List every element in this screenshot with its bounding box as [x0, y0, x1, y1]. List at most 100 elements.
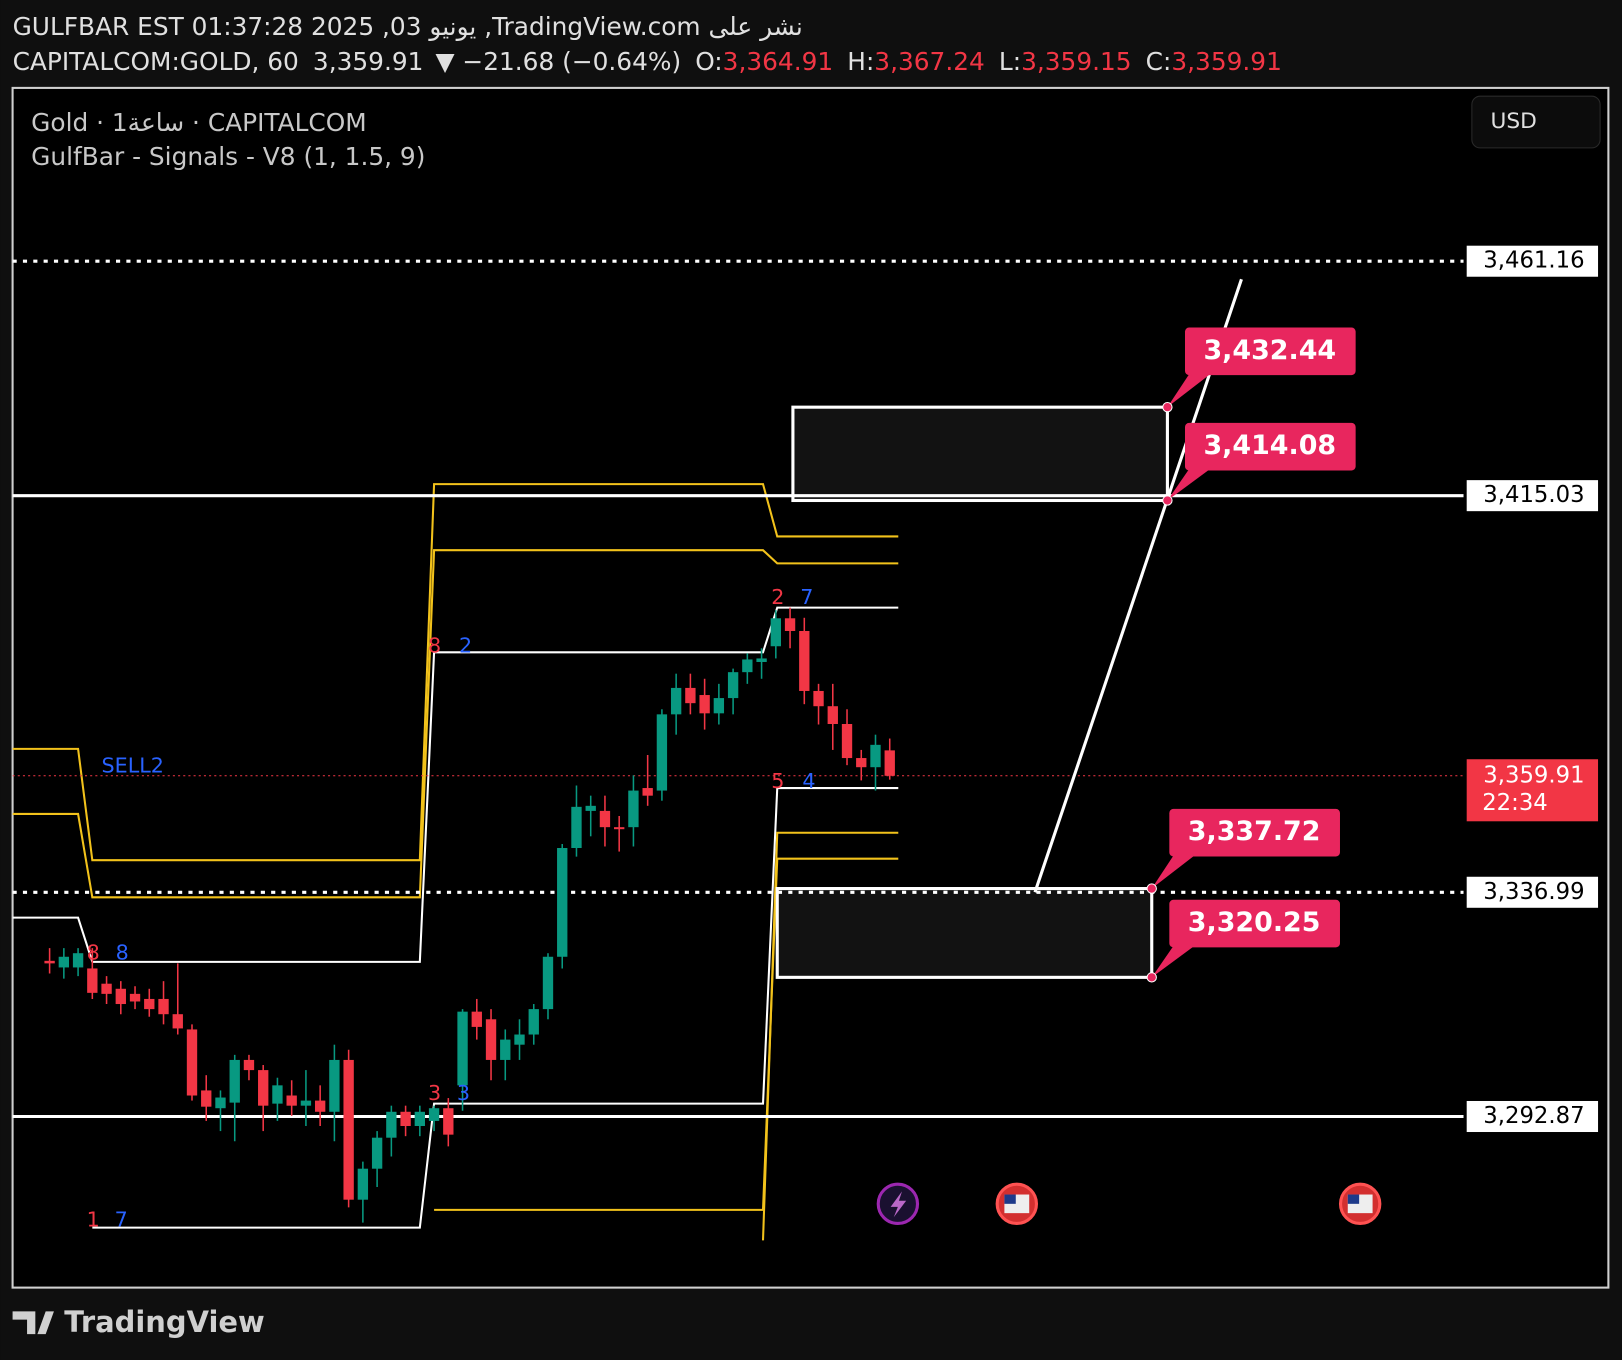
- signal-label: 7: [800, 585, 813, 609]
- signal-label: 8: [428, 633, 441, 657]
- chart-frame: [11, 86, 1610, 1289]
- logo-mark: [12, 1311, 54, 1335]
- candle-body: [471, 1011, 482, 1027]
- price-badge: [1466, 480, 1599, 512]
- candle-body: [428, 1108, 440, 1121]
- candle-body: [44, 960, 55, 964]
- candle-body: [856, 758, 867, 768]
- candle-body: [229, 1059, 240, 1103]
- candle-body: [514, 1034, 525, 1045]
- candle-body: [258, 1070, 269, 1106]
- indicator-line: [92, 787, 899, 1229]
- event-icons: [876, 1182, 1382, 1226]
- candle-body: [400, 1111, 411, 1127]
- candle-body: [87, 968, 98, 993]
- indicator-line: [12, 606, 899, 963]
- candle-body: [215, 1097, 226, 1109]
- open-key: O:: [695, 47, 722, 76]
- signal-label: 1: [87, 1207, 100, 1231]
- brand: TradingView: [64, 1305, 264, 1339]
- signal-label: 4: [802, 769, 815, 793]
- signal-label: 7: [115, 1207, 128, 1231]
- signal-label: 8: [116, 941, 129, 965]
- candle-body: [386, 1111, 397, 1138]
- callout-label: 3,414.08: [1203, 430, 1336, 461]
- symbol: CAPITALCOM:GOLD, 60: [13, 47, 299, 76]
- countdown: 22:34: [1482, 790, 1548, 816]
- candle-body: [870, 744, 881, 768]
- candle-body: [485, 1019, 497, 1060]
- lightning: [890, 1191, 907, 1218]
- candle-body: [628, 790, 639, 828]
- candle-body: [727, 672, 739, 699]
- candle-body: [827, 706, 838, 724]
- price-badge: [1466, 245, 1599, 277]
- candle-body: [129, 993, 141, 1002]
- anchor-point: [1146, 883, 1157, 894]
- candle-body: [443, 1108, 454, 1135]
- candle-body: [500, 1039, 511, 1060]
- callout-label: 3,432.44: [1203, 335, 1336, 366]
- legend-indicator: GulfBar - Signals - V8 (1, 1.5, 9): [31, 142, 425, 171]
- trend-line: [1033, 278, 1243, 893]
- candle-body: [343, 1059, 354, 1200]
- candle-body: [614, 827, 625, 830]
- candle-body: [670, 687, 682, 715]
- candle-body: [201, 1090, 212, 1107]
- candle-body: [713, 698, 725, 714]
- candle-body: [756, 658, 767, 662]
- currency-button[interactable]: [1471, 95, 1601, 149]
- anchor-point: [1162, 402, 1173, 413]
- candle-body: [571, 806, 582, 849]
- current-price-label: 3,359.91: [1483, 762, 1584, 788]
- price-badge: [1466, 1100, 1599, 1133]
- low: 3,359.15: [1021, 47, 1132, 76]
- indicator-line: [761, 831, 899, 1241]
- signal-label: 8: [87, 941, 100, 965]
- candle-body: [357, 1168, 369, 1200]
- candle-body: [272, 1085, 283, 1104]
- signal-label: 3: [428, 1081, 441, 1105]
- candle-body: [585, 805, 596, 811]
- candle-body: [172, 1014, 183, 1029]
- candle-body: [101, 983, 112, 994]
- zone-box: [775, 887, 1154, 979]
- price-badge: [1466, 876, 1599, 908]
- candle-body: [72, 953, 84, 968]
- zone-box: [791, 405, 1169, 503]
- high: 3,367.24: [874, 47, 985, 76]
- candle-body: [115, 988, 126, 1005]
- logo: TradingView: [12, 1305, 265, 1339]
- candle-body: [813, 690, 824, 707]
- callout: [1169, 808, 1340, 857]
- price-badge-label: 3,336.99: [1483, 879, 1584, 905]
- candle-body: [699, 695, 710, 714]
- published-line: GULFBAR EST 01:37:28 2025 ,03 يونيو ,Tra…: [13, 12, 803, 41]
- candle-body: [884, 750, 895, 776]
- candle-body: [457, 1011, 468, 1086]
- candle-body: [314, 1100, 326, 1112]
- symbol-line: CAPITALCOM:GOLD, 60 3,359.91 ▼ −21.68 (−…: [13, 47, 1282, 76]
- callout-label: 3,337.72: [1188, 816, 1321, 847]
- candle-body: [841, 723, 853, 759]
- change: ▼ −21.68 (−0.64%): [435, 47, 681, 76]
- candle-body: [286, 1095, 297, 1106]
- flag-canton: [1347, 1194, 1360, 1204]
- callout: [1184, 327, 1356, 376]
- open: 3,364.91: [723, 47, 834, 76]
- candle-body: [784, 618, 796, 631]
- candle-body: [243, 1059, 255, 1071]
- candle-body: [158, 998, 169, 1015]
- candle-body: [770, 618, 781, 647]
- candle-body: [144, 998, 155, 1010]
- candle-body: [656, 714, 668, 791]
- price-badge-label: 3,415.03: [1483, 482, 1584, 508]
- legend-instrument: Gold · 1ساعة · CAPITALCOM: [31, 108, 366, 137]
- candle-body: [557, 848, 568, 957]
- currency[interactable]: USD: [1490, 109, 1536, 134]
- candle-body: [329, 1059, 340, 1112]
- indicator-line: [12, 483, 899, 862]
- candle-body: [58, 956, 70, 968]
- candle-body: [799, 630, 810, 691]
